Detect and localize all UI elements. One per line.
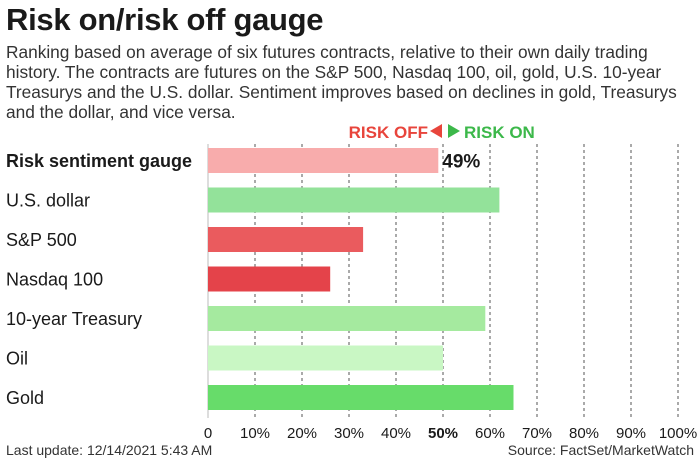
category-label: 10-year Treasury (6, 309, 142, 329)
bar (208, 227, 364, 252)
bar (208, 266, 331, 292)
category-label: Oil (6, 349, 28, 369)
x-tick-label: 20% (287, 425, 317, 440)
category-label: S&P 500 (6, 230, 77, 250)
last-update: Last update: 12/14/2021 5:43 AM (6, 442, 213, 458)
data-label: 49% (442, 152, 480, 173)
bar (208, 385, 514, 410)
chart-subtitle: Ranking based on average of six futures … (6, 42, 677, 122)
bar (208, 306, 486, 331)
x-tick-label: 70% (522, 425, 552, 440)
category-label: Risk sentiment gauge (6, 151, 192, 171)
category-label: Nasdaq 100 (6, 270, 103, 290)
x-tick-label: 60% (475, 425, 505, 440)
category-label: U.S. dollar (6, 191, 90, 211)
bar (208, 187, 500, 213)
risk-off-arrow-icon (430, 124, 442, 138)
source-note: Source: FactSet/MarketWatch (507, 442, 694, 458)
bar (208, 345, 443, 371)
x-tick-label: 10% (240, 425, 270, 440)
category-label: Gold (6, 388, 44, 408)
x-tick-label: 100% (659, 425, 697, 440)
risk-on-label: RISK ON (464, 123, 535, 142)
chart-title: Risk on/risk off gauge (6, 2, 324, 37)
x-axis-ticks: 0 10% 20% 30% 40% 50% 60% 70% 80% 90% 100% (204, 425, 697, 440)
x-tick-label: 50% (428, 425, 458, 440)
risk-off-label: RISK OFF (349, 123, 428, 142)
bar (208, 148, 439, 173)
bar-chart: RISK OFF RISK ON Risk sentiment gauge U.S… (6, 123, 697, 440)
x-tick-label: 30% (334, 425, 364, 440)
data-labels: 49% (442, 152, 480, 173)
gridlines (207, 144, 679, 418)
x-tick-label: 40% (381, 425, 411, 440)
x-tick-label: 80% (569, 425, 599, 440)
x-tick-label: 0 (204, 425, 212, 440)
bars (208, 148, 514, 410)
risk-legend: RISK OFF RISK ON (349, 123, 535, 142)
category-labels: Risk sentiment gauge U.S. dollar S&P 500 Na… (6, 151, 192, 408)
risk-on-arrow-icon (448, 124, 460, 138)
x-tick-label: 90% (616, 425, 646, 440)
